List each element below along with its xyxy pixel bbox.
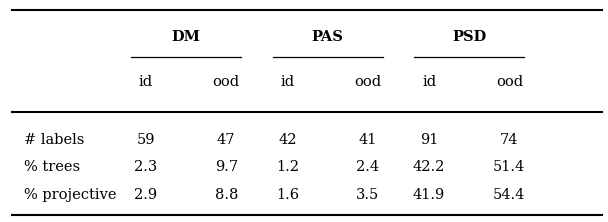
Text: 51.4: 51.4 [493,161,525,174]
Text: 3.5: 3.5 [356,188,379,202]
Text: ood: ood [213,75,240,89]
Text: 47: 47 [217,133,235,147]
Text: id: id [280,75,295,89]
Text: # labels: # labels [24,133,85,147]
Text: % trees: % trees [24,161,80,174]
Text: 74: 74 [500,133,519,147]
Text: 42.2: 42.2 [413,161,445,174]
Text: % projective: % projective [24,188,117,202]
Text: 2.3: 2.3 [134,161,157,174]
Text: DM: DM [171,30,201,44]
Text: 1.2: 1.2 [276,161,299,174]
Text: id: id [139,75,153,89]
Text: 9.7: 9.7 [215,161,238,174]
Text: PAS: PAS [312,30,344,44]
Text: 8.8: 8.8 [215,188,238,202]
Text: ood: ood [354,75,381,89]
Text: PSD: PSD [452,30,486,44]
Text: ood: ood [496,75,523,89]
Text: 54.4: 54.4 [493,188,525,202]
Text: 41: 41 [359,133,377,147]
Text: 1.6: 1.6 [276,188,299,202]
Text: 91: 91 [420,133,438,147]
Text: 59: 59 [137,133,155,147]
Text: 41.9: 41.9 [413,188,445,202]
Text: 42: 42 [278,133,297,147]
Text: 2.4: 2.4 [356,161,379,174]
Text: 2.9: 2.9 [134,188,157,202]
Text: id: id [422,75,436,89]
